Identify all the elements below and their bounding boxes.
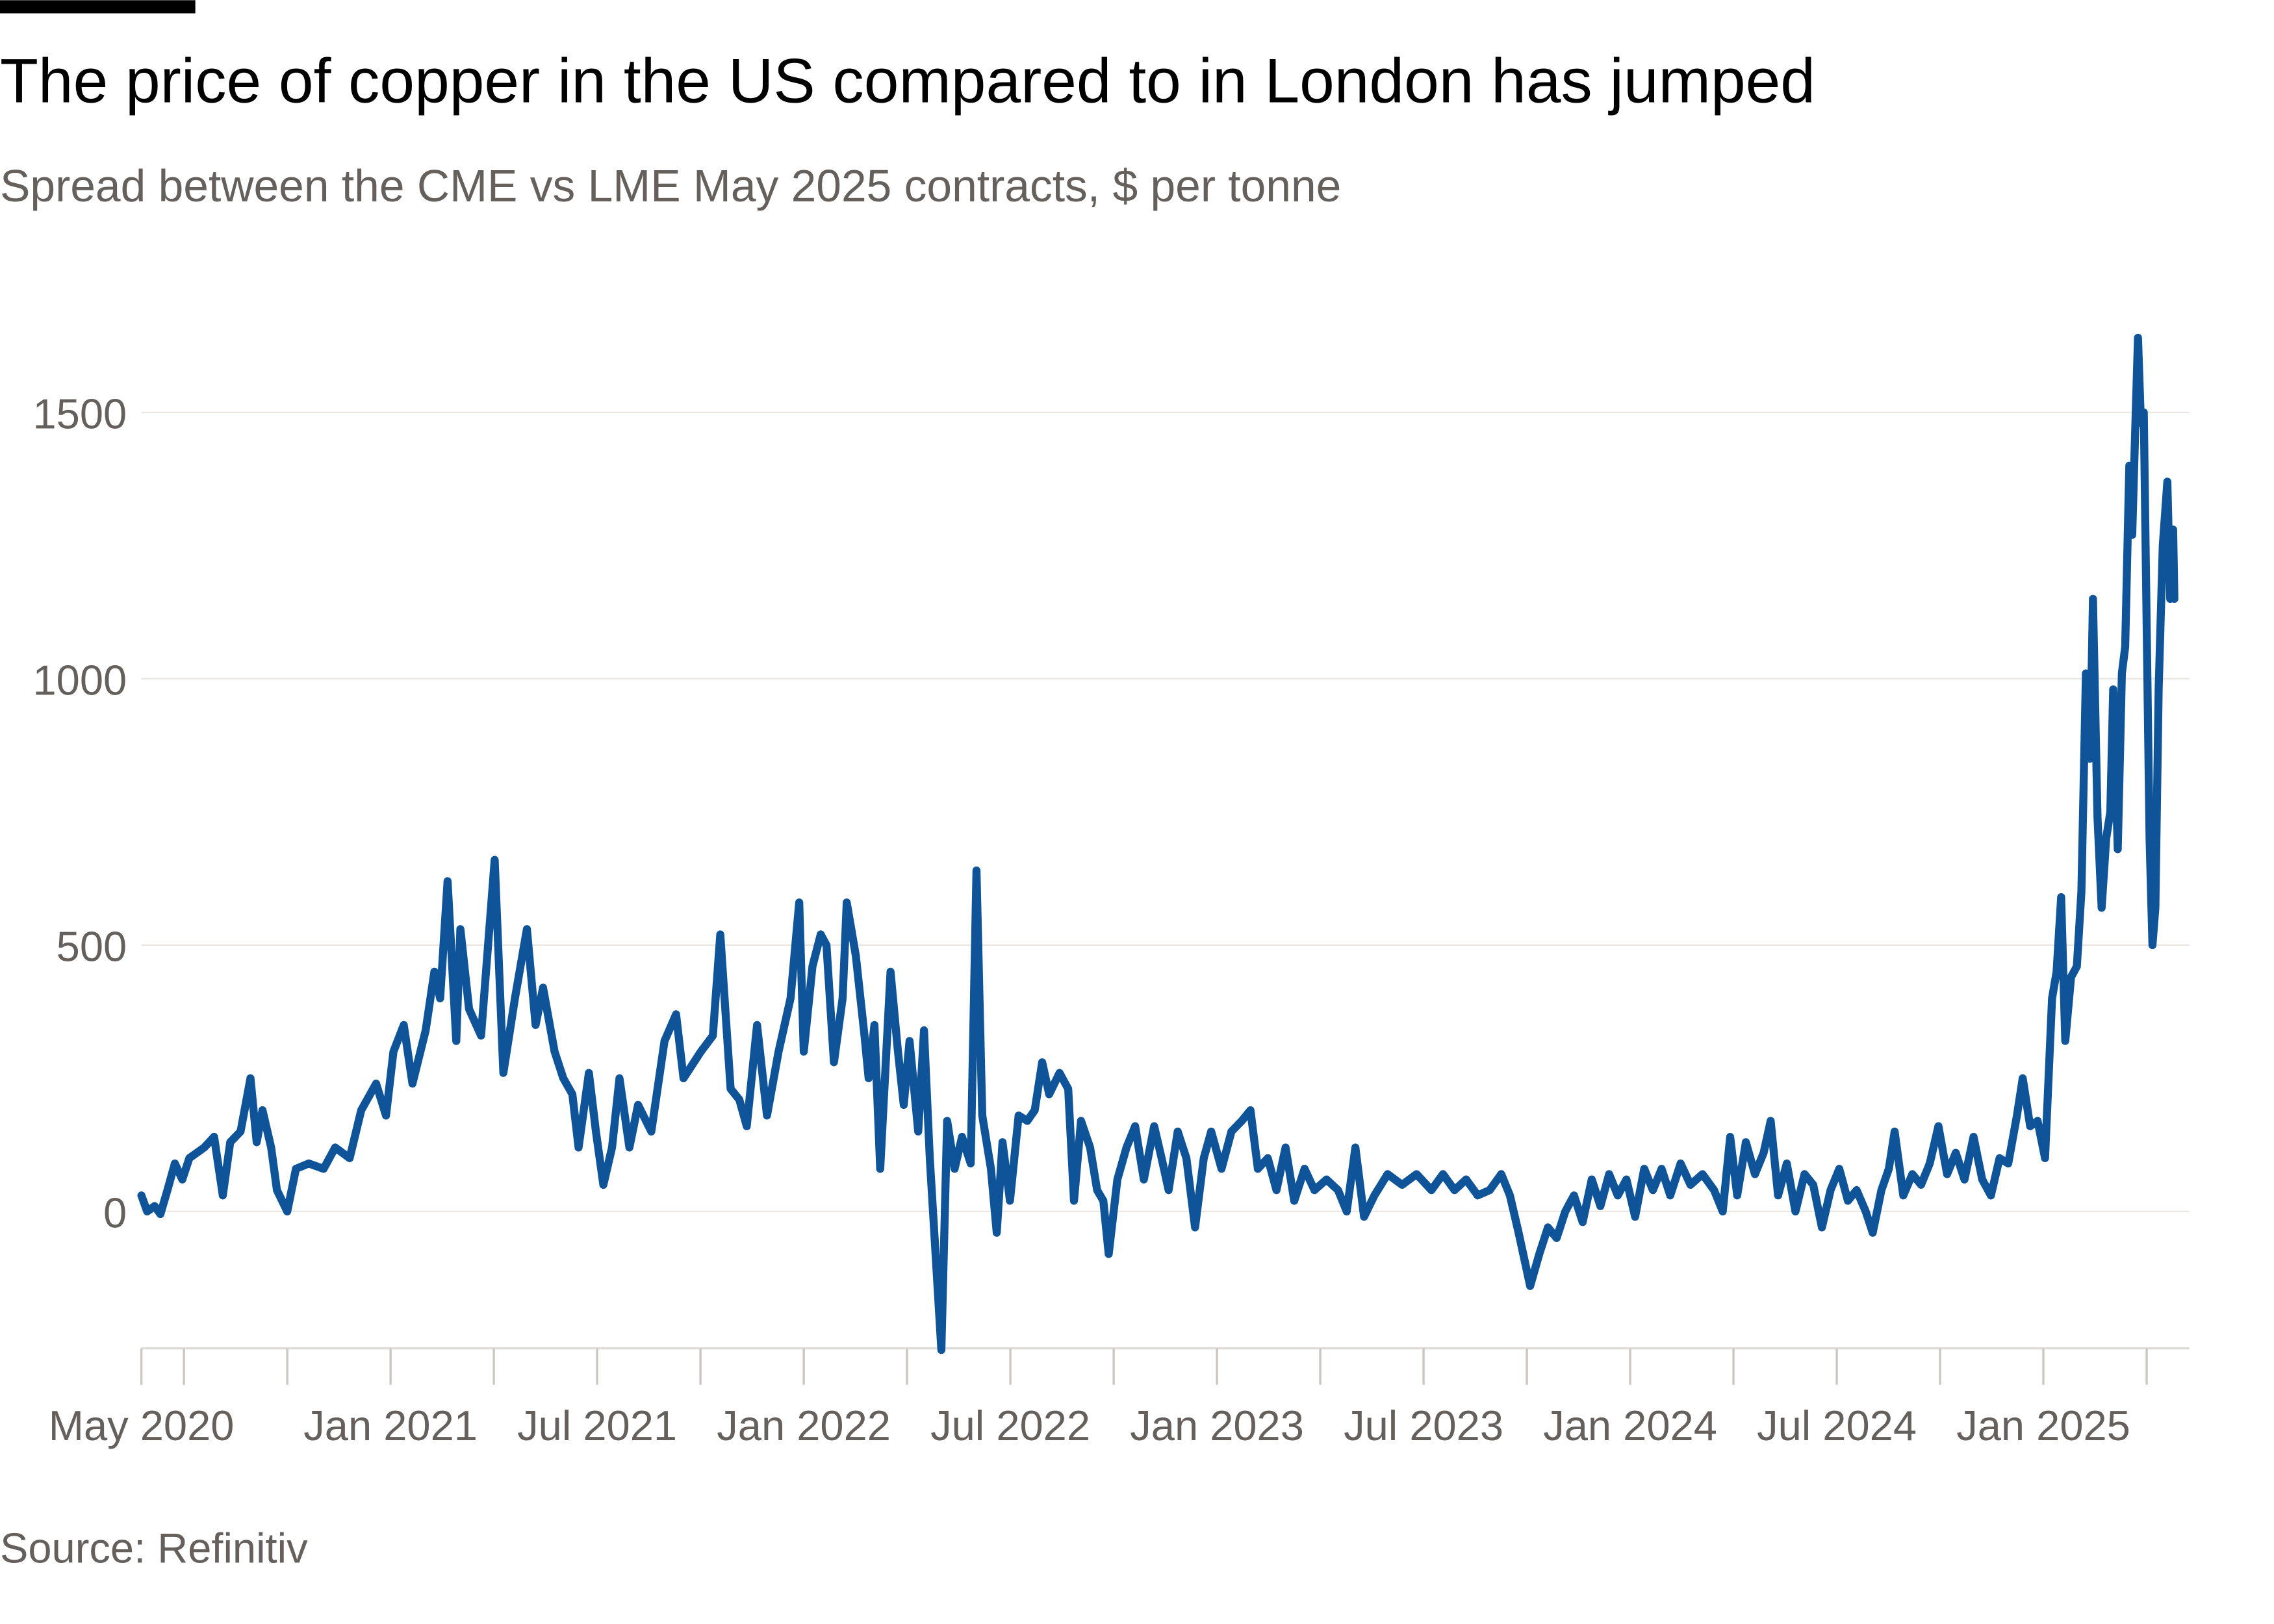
y-tick-label: 0 — [103, 1189, 127, 1237]
source: Source: Refinitiv — [0, 1524, 308, 1571]
x-tick-label: Jul 2023 — [1344, 1402, 1503, 1449]
chart-subtitle: Spread between the CME vs LME May 2025 c… — [0, 160, 1341, 211]
y-tick-label: 1500 — [32, 390, 127, 438]
x-tick-label: Jul 2021 — [517, 1402, 677, 1449]
x-tick-label: May 2020 — [49, 1402, 235, 1449]
chart-title: The price of copper in the US compared t… — [0, 46, 1815, 116]
y-tick-label: 500 — [57, 923, 127, 971]
x-tick-label: Jan 2025 — [1956, 1402, 2130, 1449]
x-tick-label: Jul 2024 — [1757, 1402, 1917, 1449]
x-tick-label: Jan 2021 — [303, 1402, 478, 1449]
y-tick-label: 1000 — [32, 657, 127, 704]
x-tick-label: Jan 2023 — [1130, 1402, 1304, 1449]
x-tick-label: Jul 2022 — [930, 1402, 1090, 1449]
brand-bar — [0, 0, 196, 14]
x-tick-label: Jan 2022 — [717, 1402, 891, 1449]
data-line — [137, 333, 2178, 1354]
x-tick-label: Jan 2024 — [1543, 1402, 1717, 1449]
